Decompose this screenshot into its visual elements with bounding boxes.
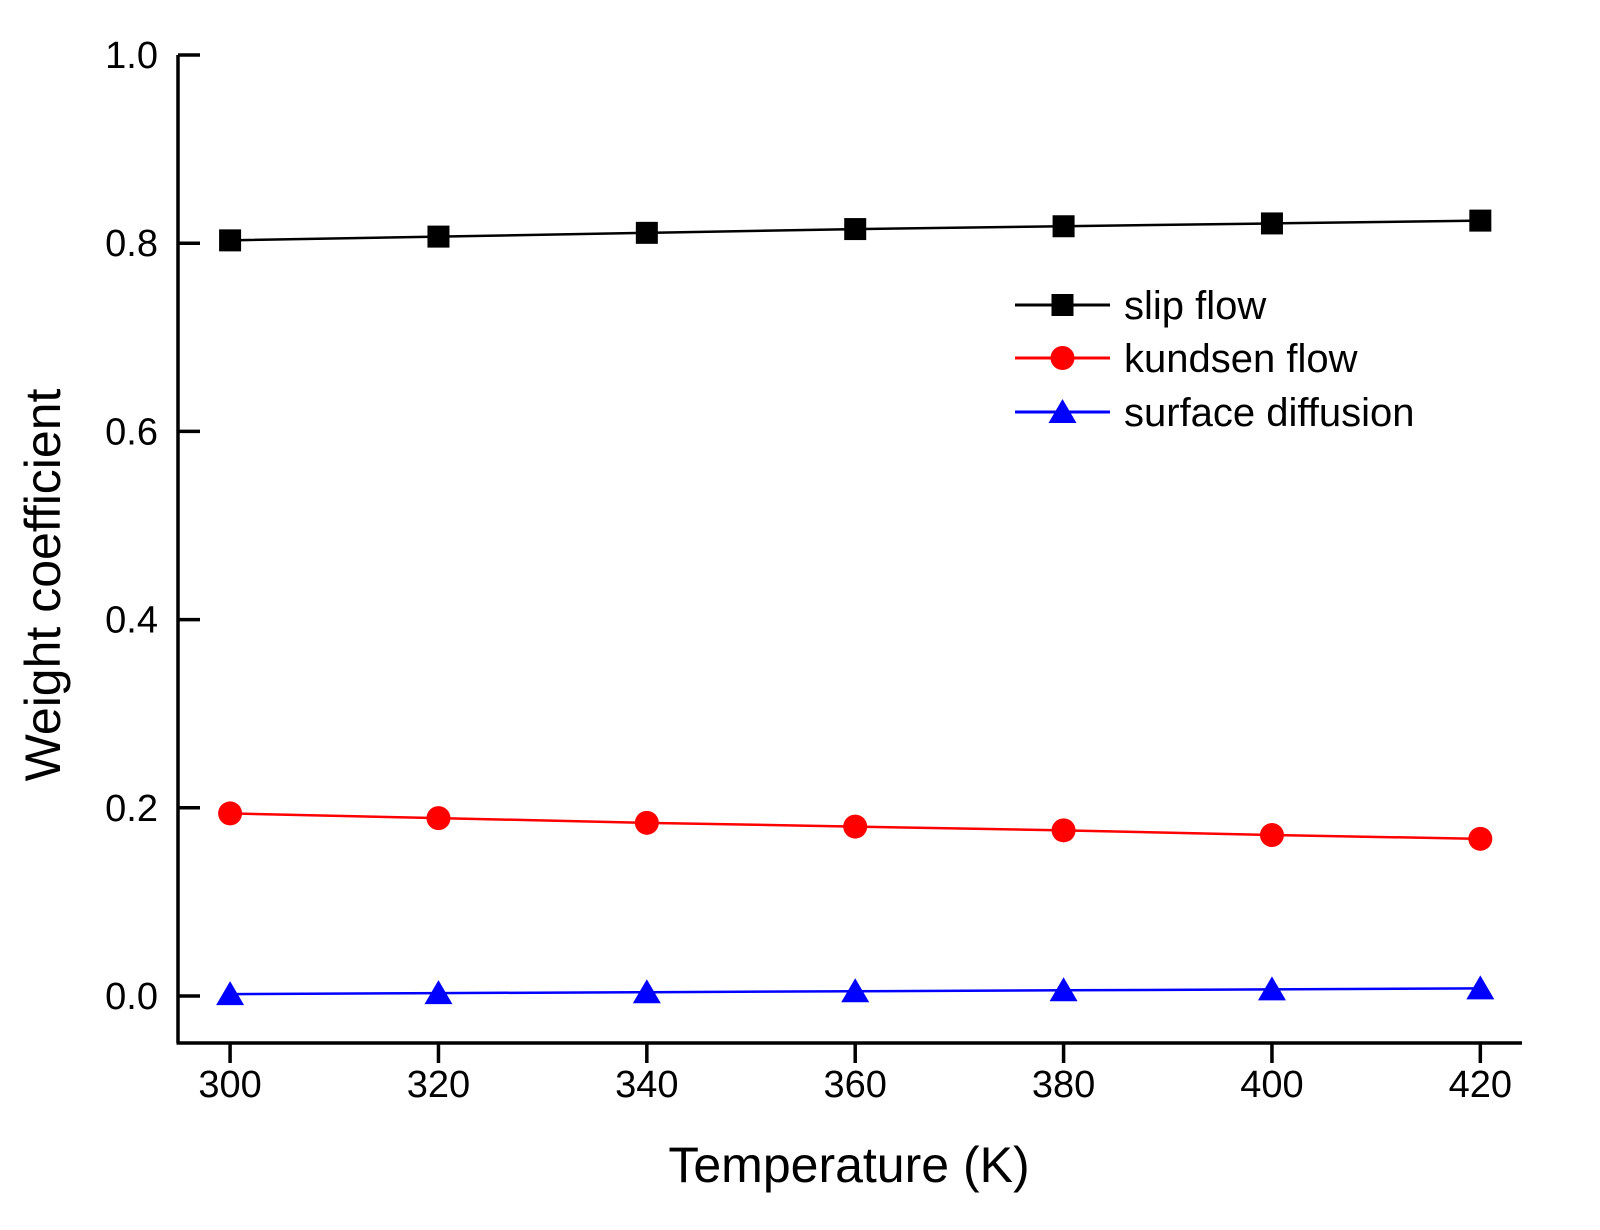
y-tick-label: 0.8 — [105, 223, 158, 265]
x-tick-label: 320 — [407, 1064, 470, 1106]
legend-item: kundsen flow — [1015, 337, 1358, 381]
legend-label: slip flow — [1124, 284, 1266, 328]
series-slip-flow — [219, 209, 1492, 252]
x-tick-label: 340 — [615, 1064, 678, 1106]
series-layer — [216, 209, 1495, 1006]
data-point — [1052, 215, 1075, 238]
x-tick-label: 300 — [198, 1064, 261, 1106]
y-tick-label: 0.6 — [105, 411, 158, 453]
ticks: 300 320 340 360 380 400 420 0.0 0.2 0.4 0.6 0.8 1.0 — [105, 35, 1512, 1106]
axes — [176, 55, 1522, 1045]
data-point — [843, 814, 868, 839]
legend-marker — [1048, 399, 1077, 423]
legend-label: kundsen flow — [1124, 337, 1358, 381]
y-axis-title: Weight coefficient — [15, 388, 71, 781]
series-surface-diffusion — [216, 975, 1495, 1006]
x-tick-label: 360 — [824, 1064, 887, 1106]
data-point — [1469, 209, 1492, 232]
legend: slip flow kundsen flow surface diffusion — [1015, 284, 1415, 435]
data-point — [216, 981, 245, 1006]
x-tick-label: 420 — [1449, 1064, 1512, 1106]
data-point — [219, 229, 242, 252]
x-tick-label: 400 — [1240, 1064, 1303, 1106]
data-point — [635, 221, 658, 244]
data-point — [427, 225, 450, 248]
data-point — [218, 801, 243, 826]
data-point — [841, 978, 870, 1003]
series-kundsen-flow — [218, 801, 1493, 851]
legend-item: surface diffusion — [1015, 391, 1415, 435]
data-point — [634, 810, 659, 835]
data-point — [1466, 975, 1495, 1000]
x-tick-label: 380 — [1032, 1064, 1095, 1106]
x-axis-title: Temperature (K) — [668, 1137, 1029, 1193]
data-point — [632, 979, 661, 1004]
y-tick-label: 1.0 — [105, 35, 158, 77]
legend-marker — [1050, 346, 1075, 370]
y-tick-label: 0.4 — [105, 600, 158, 642]
data-point — [1049, 977, 1078, 1002]
data-point — [1468, 826, 1493, 851]
data-point — [1257, 976, 1286, 1001]
data-point — [1051, 818, 1076, 843]
y-tick-label: 0.0 — [105, 976, 158, 1018]
data-point — [1260, 212, 1283, 235]
data-point — [424, 980, 453, 1005]
y-tick-label: 0.2 — [105, 788, 158, 830]
legend-label: surface diffusion — [1124, 391, 1415, 435]
data-point — [844, 218, 867, 241]
data-point — [1259, 823, 1284, 848]
data-point — [426, 806, 451, 831]
legend-marker — [1051, 294, 1074, 316]
legend-item: slip flow — [1015, 284, 1266, 328]
